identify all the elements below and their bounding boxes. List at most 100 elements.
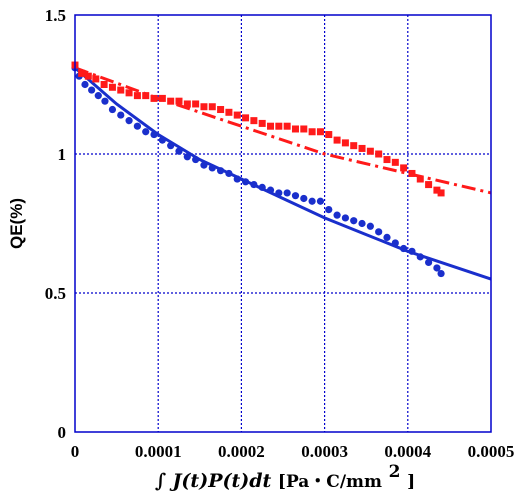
data-point-square <box>391 158 399 166</box>
data-point-circle <box>101 97 109 105</box>
x-axis-label-sup: 2 <box>389 462 401 482</box>
data-point-square <box>192 100 200 108</box>
data-point-circle <box>300 194 308 203</box>
data-point-circle <box>383 233 391 241</box>
data-point-circle <box>358 219 366 228</box>
data-point-circle <box>81 80 89 89</box>
data-point-circle <box>316 197 325 205</box>
data-point-circle <box>425 258 433 267</box>
data-point-square <box>175 97 183 105</box>
data-point-square <box>100 81 108 88</box>
y-axis-label: QE(%) <box>7 198 26 249</box>
data-point-circle <box>350 217 358 225</box>
data-point-square <box>437 189 445 197</box>
data-point-square <box>142 92 150 100</box>
data-point-square <box>225 108 233 116</box>
data-point-square <box>383 156 391 164</box>
fit-curve-red <box>74 66 492 195</box>
data-point-circle <box>175 147 183 155</box>
data-point-square <box>366 147 374 155</box>
data-point-circle <box>400 244 408 253</box>
y-tick-label: 1.5 <box>45 6 66 25</box>
data-point-square <box>325 131 333 139</box>
data-point-circle <box>158 136 166 144</box>
data-point-square <box>308 128 316 136</box>
data-point-square <box>300 125 308 133</box>
data-point-circle <box>325 206 333 214</box>
data-point-square <box>341 139 349 147</box>
y-tick-label: 0.5 <box>45 284 66 303</box>
data-point-circle <box>117 111 125 119</box>
data-point-circle <box>258 183 266 191</box>
series-layer <box>71 61 492 281</box>
data-point-circle <box>133 122 141 130</box>
plot-frame <box>74 14 492 433</box>
x-axis-label-main: ∫ J(t)P(t)dt <box>155 470 272 492</box>
data-point-square <box>350 142 358 150</box>
data-point-circle <box>208 164 216 172</box>
x-tick-label: 0.0001 <box>135 442 182 461</box>
tick-labels: 0 0.0001 0.0002 0.0003 0.0004 0.0005 0 0.5 1 1.5 <box>45 6 515 461</box>
x-tick-label: 0.0002 <box>218 442 265 461</box>
data-point-square <box>275 122 283 130</box>
x-tick-label: 0.0004 <box>384 442 431 461</box>
data-point-circle <box>142 128 150 136</box>
data-point-square <box>92 75 100 83</box>
data-point-square <box>316 128 324 136</box>
data-point-square <box>125 89 133 97</box>
data-point-square <box>283 122 291 130</box>
data-point-square <box>217 106 225 114</box>
x-tick-label: 0.0005 <box>468 442 515 461</box>
data-point-square <box>117 86 125 94</box>
x-tick-label: 0 <box>71 442 80 461</box>
data-point-square <box>108 83 116 91</box>
data-point-circle <box>437 269 445 278</box>
data-point-circle <box>291 192 300 200</box>
data-point-square <box>150 94 158 102</box>
data-point-circle <box>233 175 241 183</box>
data-point-square <box>408 169 416 177</box>
data-point-circle <box>108 105 117 114</box>
data-point-circle <box>200 161 208 169</box>
data-point-square <box>358 144 366 152</box>
data-point-square <box>208 103 216 111</box>
data-point-circle <box>416 253 424 261</box>
data-point-circle <box>308 197 316 205</box>
data-point-circle <box>408 247 416 255</box>
x-axis-label: ∫ J(t)P(t)dt [Pa・C/mm 2 ] <box>155 462 415 492</box>
data-point-square <box>242 114 250 122</box>
data-point-square <box>433 186 441 194</box>
data-point-circle <box>333 211 341 219</box>
data-point-square <box>375 150 383 158</box>
data-point-circle <box>225 169 233 178</box>
data-point-square <box>158 94 166 102</box>
data-point-circle <box>366 222 374 230</box>
data-point-square <box>233 111 241 119</box>
data-point-circle <box>250 180 258 189</box>
data-point-square <box>267 122 275 130</box>
x-tick-label: 0.0003 <box>301 442 348 461</box>
data-point-circle <box>125 117 133 125</box>
x-axis-label-end: ] <box>407 472 415 492</box>
y-tick-label: 1 <box>58 145 67 164</box>
data-point-square <box>250 117 258 125</box>
data-point-circle <box>94 92 102 100</box>
data-point-circle <box>433 264 441 272</box>
data-point-square <box>333 136 341 144</box>
y-tick-label: 0 <box>58 423 67 442</box>
data-point-circle <box>150 130 158 139</box>
fit-curve-blue <box>74 66 492 281</box>
data-point-circle <box>88 86 96 94</box>
data-point-square <box>400 164 408 172</box>
data-point-square <box>416 175 424 183</box>
data-point-square <box>291 125 299 133</box>
data-point-circle <box>192 155 200 164</box>
data-point-circle <box>183 153 191 161</box>
data-point-square <box>183 100 191 108</box>
data-point-square <box>84 72 92 80</box>
data-point-circle <box>217 167 225 175</box>
data-point-square <box>200 103 208 111</box>
data-point-square <box>78 69 86 77</box>
grid-lines <box>75 15 491 432</box>
